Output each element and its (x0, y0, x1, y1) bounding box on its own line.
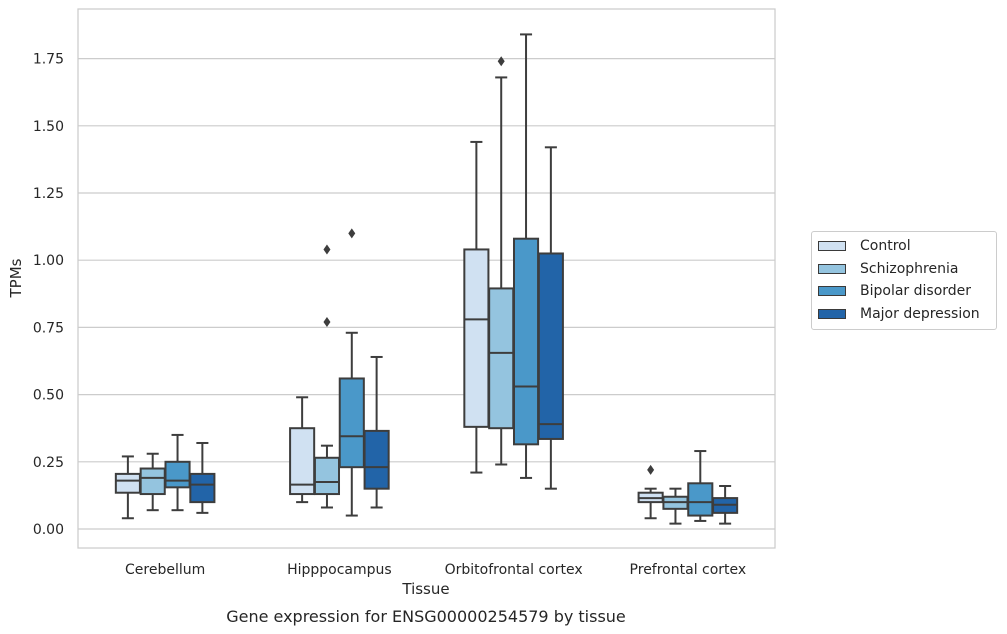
box (289, 427, 316, 496)
legend-label: Bipolar disorder (860, 283, 972, 300)
legend-item: Schizophrenia (812, 258, 996, 281)
legend-label: Major depression (860, 305, 980, 322)
box (338, 377, 365, 469)
y-tick-label: 0.75 (33, 320, 64, 336)
plot-frame (77, 8, 776, 549)
y-tick-labels: 0.00 0.25 0.50 0.75 1.00 1.25 1.50 1.75 (33, 52, 64, 538)
x-tick-label: Hipppocampus (287, 562, 392, 578)
box (687, 482, 714, 517)
box (488, 287, 515, 430)
legend-swatch (818, 286, 846, 297)
x-axis-label: Tissue (401, 580, 449, 598)
legend-label: Control (860, 238, 911, 255)
legend-item: Major depression (812, 303, 996, 326)
x-tick-labels: Cerebellum Hipppocampus Orbitofrontal cort… (125, 562, 746, 578)
legend-item: Control (812, 235, 996, 258)
box (537, 252, 564, 440)
box (363, 429, 390, 490)
chart-title: Gene expression for ENSG00000254579 by t… (226, 607, 626, 626)
y-tick-label: 1.50 (33, 119, 64, 135)
outlier-point (647, 464, 655, 475)
box (313, 456, 341, 496)
box-series (114, 33, 739, 525)
legend-label: Schizophrenia (860, 260, 959, 277)
series-control (114, 140, 664, 520)
x-tick-label: Prefrontal cortex (630, 562, 747, 578)
legend-swatch (818, 263, 846, 274)
box (164, 460, 191, 489)
y-tick-label: 1.25 (33, 186, 64, 202)
box (189, 472, 216, 504)
series-schizophrenia (139, 56, 689, 525)
legend-item: Bipolar disorder (812, 280, 996, 303)
gridlines (78, 57, 775, 530)
y-tick-label: 1.75 (33, 52, 64, 68)
series-major-depression (189, 146, 739, 525)
y-tick-label: 0.25 (33, 455, 64, 471)
y-tick-label: 0.50 (33, 388, 64, 404)
outlier-point (323, 317, 331, 328)
y-tick-label: 0.00 (33, 522, 64, 538)
outlier-point (323, 244, 331, 255)
legend: Control Schizophrenia Bipolar disorder Majo… (811, 231, 997, 330)
series-bipolar-disorder (164, 33, 714, 522)
box (114, 472, 141, 494)
box (463, 248, 490, 428)
legend-swatch (818, 308, 846, 319)
outlier-point (497, 56, 505, 67)
box (512, 237, 540, 446)
x-tick-label: Orbitofrontal cortex (445, 562, 583, 578)
y-axis-label: TPMs (7, 258, 25, 298)
x-tick-label: Cerebellum (125, 562, 205, 578)
box (139, 467, 166, 496)
y-tick-label: 1.00 (33, 253, 64, 269)
legend-swatch (818, 241, 846, 252)
outlier-point (348, 228, 356, 239)
